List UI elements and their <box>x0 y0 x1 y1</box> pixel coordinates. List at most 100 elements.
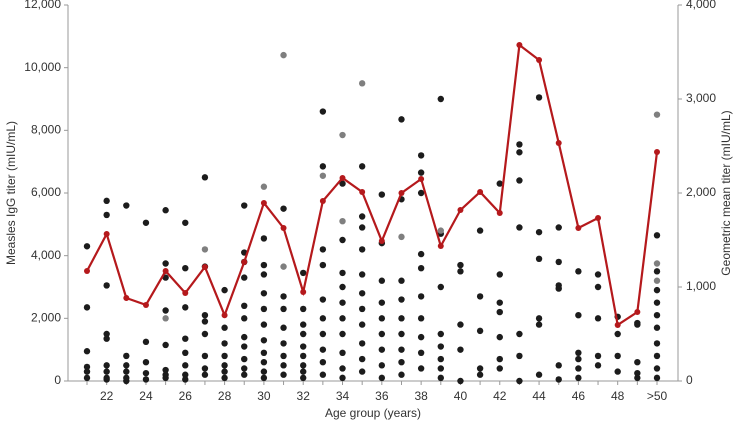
dot <box>516 330 523 338</box>
dot <box>398 277 405 284</box>
dot <box>103 211 110 219</box>
dot <box>575 349 582 356</box>
gmt-point <box>339 174 346 181</box>
dot <box>555 258 562 266</box>
dot <box>319 246 327 253</box>
dot <box>398 315 405 322</box>
dot <box>398 359 405 366</box>
x-tick-label: 42 <box>493 389 507 403</box>
dot <box>260 305 268 313</box>
gmt-point <box>123 294 130 301</box>
dot <box>496 355 503 363</box>
gmt-point <box>280 224 287 231</box>
dot <box>575 268 582 275</box>
gmt-point <box>319 197 326 204</box>
dot <box>358 305 366 313</box>
y-tick-label: 2,000 <box>31 311 61 325</box>
dot <box>300 330 307 338</box>
dot <box>457 268 464 275</box>
dot <box>516 141 523 148</box>
x-tick-label: 46 <box>572 389 586 403</box>
dot <box>319 330 327 338</box>
dot <box>241 343 248 350</box>
dot <box>260 271 268 278</box>
dot <box>339 283 346 291</box>
dot <box>457 346 464 353</box>
y-tick-label: 10,000 <box>24 60 61 74</box>
x-tick-label: 44 <box>532 389 546 403</box>
dot <box>358 213 366 220</box>
dot <box>221 374 228 382</box>
dot <box>476 365 484 372</box>
dot <box>417 169 425 176</box>
dot <box>496 333 503 341</box>
dot <box>417 315 425 322</box>
x-tick-label: 28 <box>218 389 232 403</box>
dot <box>142 338 150 346</box>
dot <box>221 368 228 375</box>
dot <box>260 359 268 366</box>
dot <box>398 116 405 123</box>
dot <box>162 260 169 267</box>
dot <box>496 308 503 316</box>
dot <box>162 341 169 349</box>
dot <box>417 293 425 300</box>
dot <box>300 368 307 375</box>
dot <box>182 304 189 311</box>
dot <box>398 330 405 338</box>
dot <box>339 374 346 382</box>
dot <box>358 290 366 297</box>
dot <box>182 362 189 369</box>
dot <box>417 152 425 159</box>
gray-dot <box>339 218 346 225</box>
dot <box>241 365 248 372</box>
y-tick-label: 4,000 <box>31 248 61 262</box>
dot <box>319 346 327 353</box>
dot <box>241 355 248 363</box>
dot <box>300 343 307 350</box>
dot <box>280 293 287 300</box>
dot <box>398 346 405 353</box>
y2-tick-label: 1,000 <box>686 279 716 293</box>
y2-tick-label: 2,000 <box>686 185 716 199</box>
dot <box>103 362 110 369</box>
dot <box>398 371 405 378</box>
gray-dot <box>437 227 444 234</box>
dot <box>280 305 287 313</box>
dot <box>437 365 444 372</box>
dot <box>162 366 169 374</box>
dot <box>476 327 484 335</box>
dot <box>103 335 110 342</box>
dot <box>653 268 661 275</box>
y2-tick-label: 3,000 <box>686 91 716 105</box>
y-tick-label: 6,000 <box>31 185 61 199</box>
dot <box>378 346 386 353</box>
dot <box>358 271 366 278</box>
dot <box>201 371 209 378</box>
dot <box>142 376 150 383</box>
y-axis-label: Measles IgG titer (mIU/mL) <box>4 121 18 265</box>
x-tick-label: 30 <box>257 389 271 403</box>
gray-dot <box>201 246 209 253</box>
dot <box>260 337 268 344</box>
gmt-point <box>614 321 621 328</box>
dot <box>437 330 444 338</box>
dot <box>123 202 130 209</box>
dot <box>535 255 543 262</box>
dot <box>260 261 268 269</box>
dot <box>142 359 150 366</box>
dot <box>378 362 386 369</box>
dot <box>300 321 307 328</box>
dot <box>378 299 386 306</box>
y2-tick-label: 4,000 <box>686 0 716 11</box>
dot <box>280 324 287 331</box>
dot <box>339 236 346 244</box>
gray-dot <box>358 80 366 87</box>
dot <box>280 340 287 347</box>
dot <box>260 290 268 297</box>
dot <box>476 227 484 234</box>
dot <box>653 352 661 360</box>
dot <box>516 377 523 385</box>
gmt-point <box>516 42 523 49</box>
dot <box>142 219 150 226</box>
